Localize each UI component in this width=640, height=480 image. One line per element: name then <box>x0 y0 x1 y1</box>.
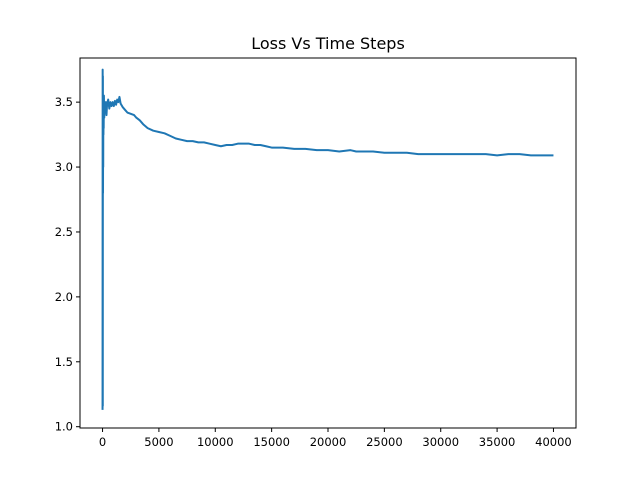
x-tick-label: 5000 <box>144 435 173 449</box>
y-tick-label: 1.5 <box>55 355 73 369</box>
chart-title: Loss Vs Time Steps <box>251 34 405 53</box>
series-line <box>101 68 554 410</box>
x-tick-label: 40000 <box>535 435 572 449</box>
x-tick-label: 35000 <box>479 435 516 449</box>
y-tick-label: 2.0 <box>55 290 73 304</box>
y-tick-label: 2.5 <box>55 225 73 239</box>
x-tick-label: 0 <box>99 435 106 449</box>
x-tick-label: 15000 <box>253 435 290 449</box>
x-tick-label: 10000 <box>197 435 234 449</box>
plot-area <box>101 68 554 410</box>
y-tick-label: 3.5 <box>55 95 73 109</box>
x-tick-label: 30000 <box>422 435 459 449</box>
y-axis: 1.0 1.5 2.0 2.5 3.0 3.5 <box>55 95 80 434</box>
y-tick-label: 3.0 <box>55 160 73 174</box>
y-tick-label: 1.0 <box>55 420 73 434</box>
x-tick-label: 25000 <box>366 435 403 449</box>
x-tick-label: 20000 <box>310 435 347 449</box>
x-axis: 0 5000 10000 15000 20000 25000 30000 35000 40000 <box>99 428 572 449</box>
axes-frame <box>79 57 577 429</box>
